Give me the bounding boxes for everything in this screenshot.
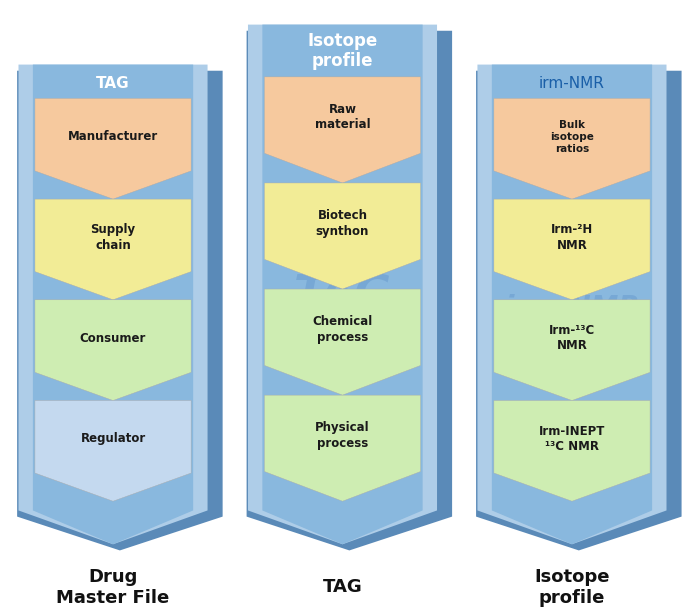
Polygon shape (476, 71, 682, 550)
Text: irm-NMR: irm-NMR (504, 293, 640, 322)
Polygon shape (35, 300, 191, 400)
Text: TAG: TAG (96, 76, 130, 90)
Polygon shape (264, 183, 421, 289)
Polygon shape (35, 98, 191, 199)
Text: TAG: TAG (323, 578, 362, 597)
Polygon shape (262, 25, 423, 544)
Text: Bulk
isotope
ratios: Bulk isotope ratios (550, 120, 594, 154)
Polygon shape (35, 199, 191, 300)
Text: Physical
process: Physical process (315, 421, 370, 450)
Polygon shape (494, 400, 650, 501)
Text: Regulator: Regulator (80, 432, 146, 445)
Polygon shape (17, 71, 223, 550)
Polygon shape (33, 65, 193, 544)
Polygon shape (494, 300, 650, 400)
Polygon shape (264, 77, 421, 183)
Polygon shape (264, 289, 421, 395)
Polygon shape (494, 199, 650, 300)
Polygon shape (247, 31, 452, 550)
Polygon shape (477, 65, 667, 544)
Text: Raw
material: Raw material (314, 103, 371, 132)
Text: Consumer: Consumer (62, 326, 164, 344)
Text: Biotech
synthon: Biotech synthon (316, 209, 369, 237)
Polygon shape (18, 65, 208, 544)
Text: Isotope
profile: Isotope profile (534, 568, 610, 607)
Polygon shape (248, 25, 437, 544)
Polygon shape (264, 395, 421, 501)
Text: Regulator: Regulator (64, 406, 162, 424)
Polygon shape (492, 65, 652, 544)
Text: Chemical
process: Chemical process (312, 315, 373, 344)
Polygon shape (35, 400, 191, 501)
Text: Manufacturer: Manufacturer (68, 130, 158, 143)
Text: Irm-²H
NMR: Irm-²H NMR (551, 223, 593, 252)
Text: Manufacturer: Manufacturer (44, 148, 182, 166)
Text: Irm-¹³C
NMR: Irm-¹³C NMR (549, 324, 595, 352)
Text: TAG: TAG (294, 274, 391, 317)
Text: Drug
Master File: Drug Master File (56, 568, 170, 607)
Text: Irm-INEPT
¹³C NMR: Irm-INEPT ¹³C NMR (539, 424, 605, 453)
Text: Supply
chain: Supply chain (78, 229, 148, 269)
Text: Supply
chain: Supply chain (90, 223, 136, 252)
Text: irm-NMR: irm-NMR (539, 76, 605, 90)
Polygon shape (494, 98, 650, 199)
Text: Consumer: Consumer (80, 331, 146, 344)
Text: Isotope
profile: Isotope profile (308, 31, 377, 71)
